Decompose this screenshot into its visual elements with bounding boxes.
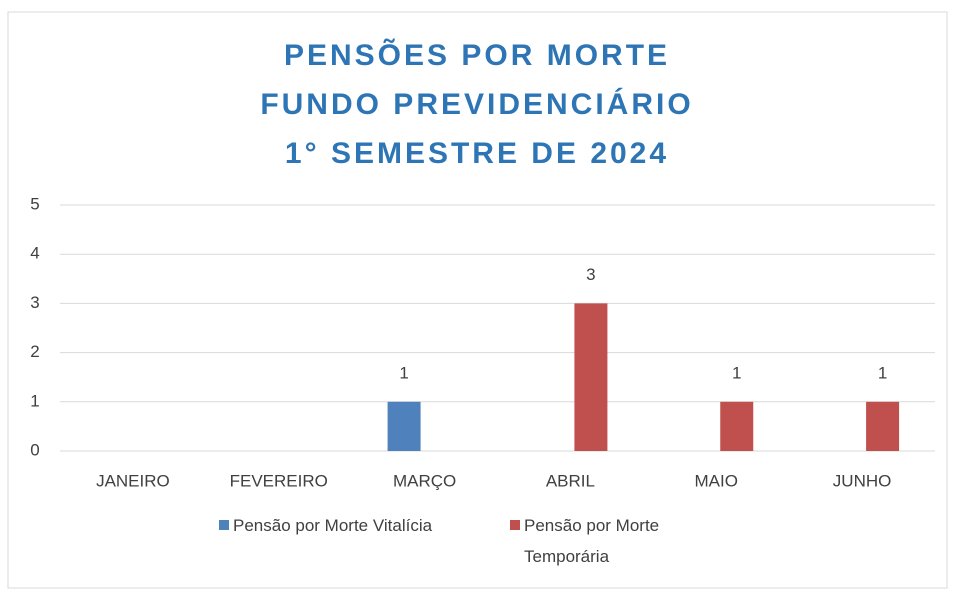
data-label: 3 <box>586 265 595 284</box>
data-label: 1 <box>732 363 741 382</box>
bar <box>720 401 754 451</box>
x-tick-label: MAIO <box>695 471 738 490</box>
data-label: 1 <box>399 363 408 382</box>
y-tick-label: 5 <box>30 194 39 213</box>
y-tick-label: 1 <box>30 391 39 410</box>
legend-swatch <box>510 520 520 530</box>
legend-swatch <box>219 520 229 530</box>
chart-title: 1° SEMESTRE DE 2024 <box>285 137 669 170</box>
bar <box>574 303 608 451</box>
y-tick-label: 2 <box>30 342 39 361</box>
x-tick-label: MARÇO <box>393 471 456 490</box>
y-tick-label: 0 <box>30 440 39 459</box>
chart-title: FUNDO PREVIDENCIÁRIO <box>260 87 693 121</box>
x-tick-label: FEVEREIRO <box>230 471 328 490</box>
y-tick-label: 3 <box>30 293 39 312</box>
y-tick-label: 4 <box>30 244 39 263</box>
chart-title: PENSÕES POR MORTE <box>284 38 670 72</box>
legend-label: Pensão por Morte Temporária <box>524 516 660 566</box>
x-tick-label: JANEIRO <box>96 471 170 490</box>
chart-frame <box>7 11 948 589</box>
bar <box>387 401 421 451</box>
bar <box>866 401 900 451</box>
x-tick-label: JUNHO <box>833 471 892 490</box>
data-label: 1 <box>878 363 887 382</box>
legend-label: Pensão por Morte Vitalícia <box>233 516 433 535</box>
x-tick-label: ABRIL <box>546 471 595 490</box>
